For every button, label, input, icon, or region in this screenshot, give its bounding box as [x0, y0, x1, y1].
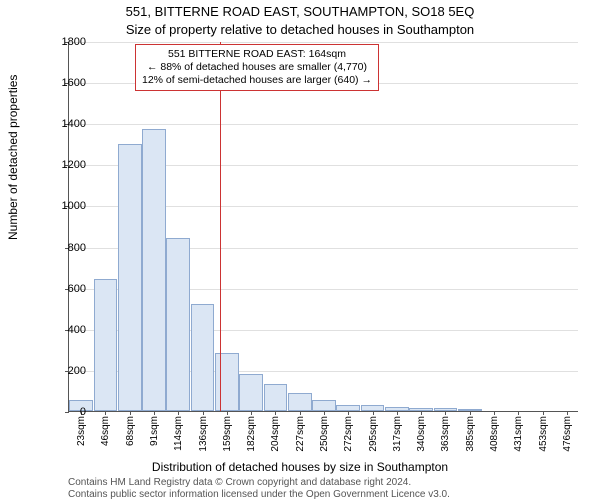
xtick-label: 68sqm — [125, 416, 136, 446]
histogram-bar — [166, 238, 190, 411]
annotation-line: ← 88% of detached houses are smaller (4,… — [142, 61, 372, 74]
histogram-bar — [118, 144, 142, 411]
histogram-bar — [215, 353, 239, 411]
xtick-mark — [445, 411, 446, 415]
ytick-label: 800 — [46, 242, 86, 254]
xtick-label: 114sqm — [173, 416, 184, 451]
xtick-mark — [324, 411, 325, 415]
histogram-bar — [312, 400, 336, 411]
xtick-mark — [543, 411, 544, 415]
marker-line — [220, 42, 221, 411]
ytick-label: 600 — [46, 283, 86, 295]
annotation-line: 12% of semi-detached houses are larger (… — [142, 74, 372, 87]
histogram-bar — [191, 304, 215, 411]
xtick-mark — [178, 411, 179, 415]
xtick-label: 46sqm — [100, 416, 111, 446]
xtick-label: 317sqm — [392, 416, 403, 452]
histogram-bar — [264, 384, 288, 411]
xtick-mark — [470, 411, 471, 415]
histogram-bar — [239, 374, 263, 411]
xtick-label: 453sqm — [538, 416, 549, 452]
xtick-label: 91sqm — [149, 416, 160, 446]
xtick-label: 431sqm — [513, 416, 524, 452]
xtick-mark — [518, 411, 519, 415]
ytick-label: 400 — [46, 324, 86, 336]
annotation-box: 551 BITTERNE ROAD EAST: 164sqm← 88% of d… — [135, 44, 379, 91]
xtick-label: 227sqm — [295, 416, 306, 452]
gridline-h — [69, 124, 578, 125]
xtick-label: 204sqm — [270, 416, 281, 452]
ytick-label: 1000 — [46, 200, 86, 212]
xtick-mark — [275, 411, 276, 415]
xtick-label: 250sqm — [319, 416, 330, 452]
histogram-bar — [142, 129, 166, 411]
annotation-line: 551 BITTERNE ROAD EAST: 164sqm — [142, 48, 372, 61]
xtick-mark — [105, 411, 106, 415]
ytick-label: 1400 — [46, 118, 86, 130]
chart-title-line2: Size of property relative to detached ho… — [0, 22, 600, 37]
histogram-bar — [288, 393, 312, 412]
footer-line2: Contains public sector information licen… — [68, 489, 450, 500]
xtick-label: 159sqm — [222, 416, 233, 452]
xtick-label: 295sqm — [368, 416, 379, 452]
xtick-label: 476sqm — [562, 416, 573, 452]
xtick-mark — [130, 411, 131, 415]
chart-container: { "chart": { "type": "histogram", "title… — [0, 0, 600, 500]
ytick-label: 1800 — [46, 36, 86, 48]
y-axis-label: Number of detached properties — [6, 75, 20, 240]
ytick-label: 200 — [46, 365, 86, 377]
gridline-h — [69, 42, 578, 43]
xtick-label: 272sqm — [343, 416, 354, 452]
xtick-mark — [421, 411, 422, 415]
footer-line1: Contains HM Land Registry data © Crown c… — [68, 477, 411, 488]
ytick-label: 1200 — [46, 159, 86, 171]
xtick-mark — [373, 411, 374, 415]
xtick-mark — [227, 411, 228, 415]
xtick-label: 408sqm — [489, 416, 500, 452]
xtick-mark — [300, 411, 301, 415]
xtick-label: 363sqm — [440, 416, 451, 452]
histogram-bar — [94, 279, 118, 411]
xtick-label: 136sqm — [198, 416, 209, 452]
xtick-label: 182sqm — [246, 416, 257, 452]
x-axis-label: Distribution of detached houses by size … — [0, 460, 600, 474]
xtick-label: 340sqm — [416, 416, 427, 452]
xtick-mark — [567, 411, 568, 415]
ytick-label: 1600 — [46, 77, 86, 89]
xtick-mark — [494, 411, 495, 415]
xtick-mark — [348, 411, 349, 415]
xtick-mark — [154, 411, 155, 415]
xtick-mark — [251, 411, 252, 415]
xtick-label: 23sqm — [76, 416, 87, 446]
xtick-label: 385sqm — [465, 416, 476, 452]
plot-area: 551 BITTERNE ROAD EAST: 164sqm← 88% of d… — [68, 42, 578, 412]
xtick-mark — [397, 411, 398, 415]
xtick-mark — [203, 411, 204, 415]
chart-title-line1: 551, BITTERNE ROAD EAST, SOUTHAMPTON, SO… — [0, 4, 600, 19]
